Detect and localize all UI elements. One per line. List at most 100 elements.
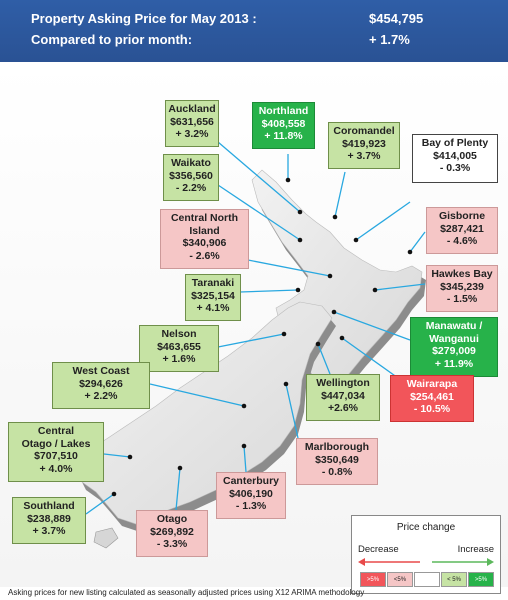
region-change: - 10.5% <box>413 403 451 415</box>
dot-southland <box>111 491 117 497</box>
legend-increase: Increase <box>457 544 494 555</box>
leader-taranaki <box>239 289 299 293</box>
region-otago: Otago $269,892 - 3.3% <box>136 510 208 557</box>
leader-canterbury <box>243 445 247 473</box>
region-price: $294,626 <box>79 377 123 390</box>
leader-west-coast <box>149 383 245 407</box>
region-name: Auckland <box>168 103 216 115</box>
leader-auckland <box>217 141 301 213</box>
leader-nelson <box>217 333 285 348</box>
leader-manawatu <box>333 311 411 341</box>
leader-central-north-island <box>247 259 331 277</box>
region-name: Central North <box>170 212 239 224</box>
leader-bay-of-plenty <box>355 201 411 241</box>
region-name: Southland <box>23 500 75 512</box>
leader-central-otago <box>103 453 131 458</box>
region-change: - 0.8% <box>321 466 353 478</box>
dot-hawkes-bay <box>372 287 378 293</box>
region-taranaki: Taranaki $325,154 + 4.1% <box>185 274 241 321</box>
dot-nelson <box>281 331 287 337</box>
region-name-line2: Wanganui <box>429 332 479 345</box>
dot-waikato <box>297 237 303 243</box>
region-gisborne: Gisborne $287,421 - 4.6% <box>426 207 498 254</box>
leader-waikato <box>217 184 301 241</box>
leader-marlborough <box>285 383 299 439</box>
header-line1-value: $454,795 <box>369 11 424 26</box>
dot-auckland <box>297 209 303 215</box>
legend-title: Price change <box>396 522 456 533</box>
region-change: + 4.1% <box>196 302 230 314</box>
region-bay-of-plenty: Bay of Plenty $414,005 - 0.3% <box>412 134 498 183</box>
region-price: $254,461 <box>410 390 454 403</box>
region-price: $356,560 <box>169 169 213 182</box>
dot-bay-of-plenty <box>353 237 359 243</box>
legend-arrows <box>358 558 494 566</box>
stewart-island <box>93 527 119 549</box>
region-price: $414,005 <box>433 149 477 162</box>
region-marlborough: Marlborough $350,649 - 0.8% <box>296 438 378 485</box>
region-southland: Southland $238,889 + 3.7% <box>12 497 86 544</box>
region-price: $631,656 <box>170 115 214 128</box>
leader-otago <box>175 467 181 511</box>
south-island <box>73 301 333 525</box>
region-change: + 11.9% <box>434 357 474 370</box>
dot-canterbury <box>241 443 247 449</box>
region-name: Manawatu / <box>425 320 483 332</box>
region-change: +2.6% <box>327 402 359 414</box>
header-line2-label: Compared to prior month: <box>31 32 193 47</box>
legend-swatch: >5% <box>468 572 494 587</box>
dot-manawatu <box>331 309 337 315</box>
region-auckland: Auckland $631,656 + 3.2% <box>165 100 219 147</box>
region-nelson: Nelson $463,655 + 1.6% <box>139 325 219 372</box>
leader-hawkes-bay <box>374 283 426 291</box>
region-price: $707,510 <box>34 450 78 462</box>
region-name: Northland <box>258 105 309 117</box>
dot-wellington <box>315 341 321 347</box>
leader-southland <box>85 493 115 515</box>
header-line1-label: Property Asking Price for May 2013 : <box>31 11 257 26</box>
region-change: - 4.6% <box>446 235 478 247</box>
header-line2-value: + 1.7% <box>369 32 410 47</box>
region-change: + 2.2% <box>84 390 118 402</box>
dot-gisborne <box>407 249 413 255</box>
dot-otago <box>177 465 183 471</box>
region-name: Marlborough <box>304 441 370 453</box>
region-change: + 11.8% <box>264 130 303 142</box>
region-change: - 2.2% <box>175 182 207 194</box>
dot-taranaki <box>295 287 301 293</box>
region-name: Wairarapa <box>406 378 458 390</box>
dot-central-north-island <box>327 273 333 279</box>
leader-wellington <box>317 343 331 375</box>
region-name: Coromandel <box>333 125 395 137</box>
region-price: $279,009 <box>432 345 476 357</box>
region-price: $345,239 <box>440 280 484 293</box>
region-manawatu-wanganui: Manawatu / Wanganui $279,009 + 11.9% <box>410 317 498 377</box>
legend-swatch: < 5% <box>441 572 467 587</box>
region-change: - 1.3% <box>235 500 267 512</box>
region-coromandel: Coromandel $419,923 + 3.7% <box>328 122 400 169</box>
region-change: + 1.6% <box>162 353 196 365</box>
region-price: $340,906 <box>182 237 227 249</box>
region-change: - 1.5% <box>446 293 478 305</box>
region-wairarapa: Wairarapa $254,461 - 10.5% <box>390 375 474 422</box>
dot-central-otago <box>127 454 133 460</box>
region-change: + 3.7% <box>32 525 66 537</box>
region-change: + 3.7% <box>347 150 381 162</box>
legend: Price change Decrease Increase >5% <5% < 5… <box>351 515 501 594</box>
region-wellington: Wellington $447,034 +2.6% <box>306 374 380 421</box>
leader-coromandel <box>334 171 346 218</box>
region-price: $447,034 <box>321 389 365 402</box>
region-name: Bay of Plenty <box>421 137 489 149</box>
legend-swatch: <5% <box>387 572 413 587</box>
region-waikato: Waikato $356,560 - 2.2% <box>163 154 219 201</box>
legend-decrease: Decrease <box>358 544 399 555</box>
region-change: - 3.3% <box>156 538 188 550</box>
header-banner: Property Asking Price for May 2013 : $45… <box>0 0 508 62</box>
legend-swatch <box>414 572 440 587</box>
decrease-arrowhead-icon <box>358 558 365 566</box>
region-name: Hawkes Bay <box>431 268 493 280</box>
region-name: Nelson <box>161 328 197 340</box>
dot-west-coast <box>241 403 247 409</box>
region-price: $269,892 <box>150 525 194 538</box>
region-change: - 2.6% <box>189 249 220 262</box>
